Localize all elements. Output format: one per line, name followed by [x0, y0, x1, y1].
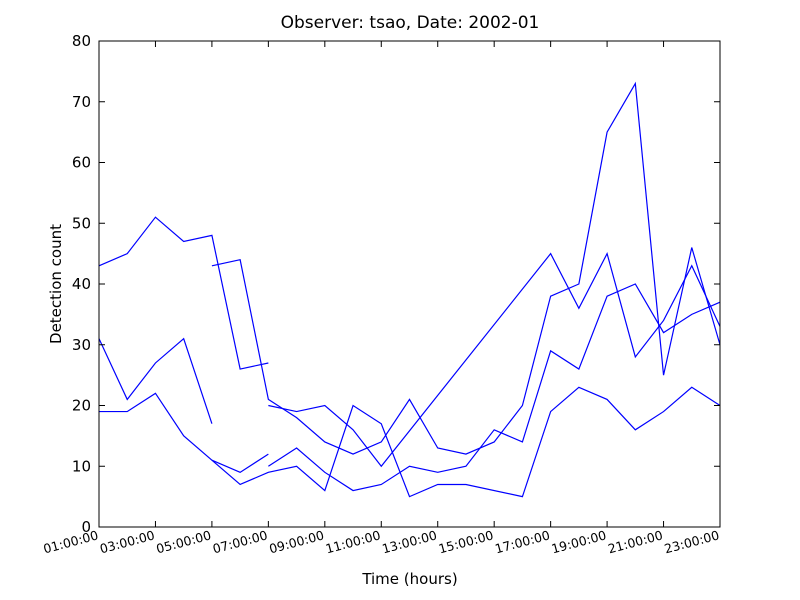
data-line — [98, 337, 213, 424]
data-line — [268, 251, 721, 468]
y-tick-label: 10 — [72, 457, 91, 475]
data-line — [99, 386, 721, 498]
y-tick-label: 0 — [81, 518, 91, 536]
y-tick-label: 80 — [72, 32, 91, 50]
plot-area — [98, 81, 721, 498]
data-line — [211, 81, 721, 455]
chart-title: Observer: tsao, Date: 2002-01 — [281, 13, 540, 33]
y-tick-label: 60 — [72, 154, 91, 172]
x-axis-label: Time (hours) — [361, 570, 457, 588]
y-tick-label: 70 — [72, 93, 91, 111]
y-axis-label: Detection count — [47, 224, 65, 344]
y-tick-label: 50 — [72, 214, 91, 232]
y-tick-label: 20 — [72, 397, 91, 415]
data-line — [98, 216, 269, 370]
data-line — [268, 283, 721, 492]
y-tick-label: 30 — [72, 336, 91, 354]
data-line — [211, 453, 269, 473]
y-tick-label: 40 — [72, 275, 91, 293]
